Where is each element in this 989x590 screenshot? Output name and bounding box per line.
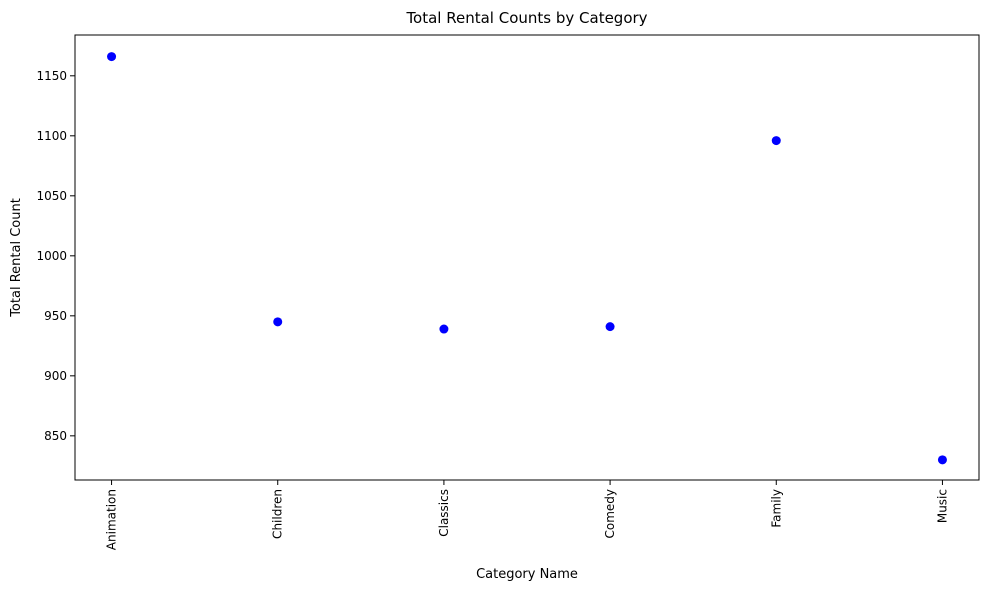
- data-points: [107, 52, 947, 465]
- y-tick-label: 900: [44, 369, 67, 383]
- x-tick-label-comedy: Comedy: [603, 489, 617, 539]
- y-axis-label: Total Rental Count: [9, 198, 24, 318]
- x-tick-label-family: Family: [769, 489, 783, 528]
- data-point-family: [771, 136, 781, 146]
- x-axis-label: Category Name: [476, 567, 578, 582]
- data-point-classics: [439, 324, 449, 334]
- x-tick-label-music: Music: [935, 489, 949, 523]
- data-point-animation: [107, 52, 117, 62]
- x-tick-label-children: Children: [271, 489, 285, 539]
- y-tick-label: 1000: [36, 249, 67, 263]
- y-tick-label: 1050: [36, 189, 67, 203]
- chart-title: Total Rental Counts by Category: [405, 9, 647, 27]
- data-point-music: [937, 455, 947, 465]
- y-axis: 850 900 950 1000 1050 1100 1150: [36, 69, 75, 443]
- y-tick-label: 1150: [36, 69, 67, 83]
- y-tick-label: 850: [44, 429, 67, 443]
- plot-area-frame: [74, 34, 980, 481]
- x-axis: Animation Children Classics Comedy Family Mus…: [105, 480, 949, 550]
- y-tick-label: 1100: [36, 129, 67, 143]
- x-tick-label-classics: Classics: [437, 489, 451, 537]
- data-point-comedy: [605, 322, 615, 332]
- x-tick-label-animation: Animation: [105, 489, 119, 550]
- y-tick-label: 950: [44, 309, 67, 323]
- data-point-children: [273, 317, 283, 327]
